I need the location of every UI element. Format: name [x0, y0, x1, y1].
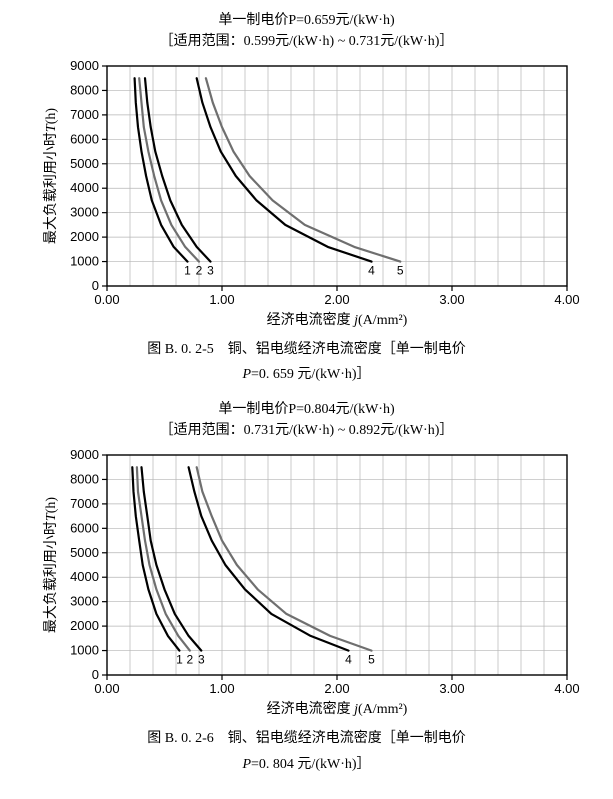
caption-line1: 图 B. 0. 2-5 铜、铝电缆经济电流密度［单一制电价	[5, 337, 608, 362]
y-tick-label: 0	[91, 667, 98, 682]
y-tick-label: 8000	[70, 472, 99, 487]
caption-line1: 图 B. 0. 2-6 铜、铝电缆经济电流密度［单一制电价	[5, 726, 608, 751]
chart-block: 单一制电价P=0.659元/(kW·h) ［适用范围：0.599元/(kW·h)…	[5, 10, 608, 387]
y-tick-label: 5000	[70, 545, 99, 560]
chart-caption: 图 B. 0. 2-5 铜、铝电缆经济电流密度［单一制电价 P=0. 659 元…	[5, 337, 608, 387]
y-axis-label: 最大负载利用小时T(h)	[43, 108, 59, 244]
y-tick-label: 8000	[70, 82, 99, 97]
chart-heading: 单一制电价P=0.659元/(kW·h) ［适用范围：0.599元/(kW·h)…	[5, 10, 608, 52]
caption-line2: P=0. 659 元/(kW·h)］	[5, 362, 608, 387]
x-tick-label: 0.00	[94, 681, 119, 696]
y-tick-label: 6000	[70, 131, 99, 146]
series-label-4: 4	[368, 263, 375, 277]
x-tick-label: 3.00	[439, 681, 464, 696]
chart-svg: 123 4 5 0.00 1.00 2.00 3.00 4.00 0 1000 2000 3000 40…	[27, 56, 587, 331]
x-tick-label: 2.00	[324, 681, 349, 696]
y-tick-label: 1000	[70, 643, 99, 658]
x-axis-label: 经济电流密度 j(A/mm²)	[266, 311, 407, 328]
chart-caption: 图 B. 0. 2-6 铜、铝电缆经济电流密度［单一制电价 P=0. 804 元…	[5, 726, 608, 776]
y-tick-label: 2000	[70, 618, 99, 633]
heading-line1: 单一制电价P=0.659元/(kW·h)	[5, 10, 608, 31]
x-tick-label: 3.00	[439, 292, 464, 307]
x-tick-label: 1.00	[209, 681, 234, 696]
y-tick-label: 2000	[70, 229, 99, 244]
y-tick-label: 9000	[70, 58, 99, 73]
chart-svg: 123 4 5 0.00 1.00 2.00 3.00 4.00 0 1000 2000 3000 40…	[27, 445, 587, 720]
y-tick-label: 5000	[70, 156, 99, 171]
x-axis-label: 经济电流密度 j(A/mm²)	[266, 700, 407, 717]
caption-line2: P=0. 804 元/(kW·h)］	[5, 752, 608, 777]
series-label-3: 3	[197, 653, 204, 667]
y-tick-label: 9000	[70, 447, 99, 462]
series-label-1: 1	[184, 263, 191, 277]
y-tick-label: 3000	[70, 205, 99, 220]
heading-line1: 单一制电价P=0.804元/(kW·h)	[5, 399, 608, 420]
series-label-5: 5	[368, 653, 375, 667]
y-tick-label: 7000	[70, 496, 99, 511]
chart-heading: 单一制电价P=0.804元/(kW·h) ［适用范围：0.731元/(kW·h)…	[5, 399, 608, 441]
y-tick-label: 3000	[70, 594, 99, 609]
y-tick-label: 4000	[70, 570, 99, 585]
series-label-3: 3	[207, 263, 214, 277]
x-tick-label: 1.00	[209, 292, 234, 307]
y-tick-label: 6000	[70, 521, 99, 536]
series-label-2: 2	[186, 653, 193, 667]
y-tick-label: 7000	[70, 107, 99, 122]
x-tick-label: 4.00	[554, 681, 579, 696]
y-tick-label: 4000	[70, 180, 99, 195]
x-tick-label: 0.00	[94, 292, 119, 307]
y-tick-label: 0	[91, 278, 98, 293]
heading-line2: ［适用范围：0.731元/(kW·h) ~ 0.892元/(kW·h)］	[5, 420, 608, 441]
chart-block: 单一制电价P=0.804元/(kW·h) ［适用范围：0.731元/(kW·h)…	[5, 399, 608, 776]
x-tick-label: 2.00	[324, 292, 349, 307]
y-axis-label: 最大负载利用小时T(h)	[43, 497, 59, 633]
charts-container: 单一制电价P=0.659元/(kW·h) ［适用范围：0.599元/(kW·h)…	[5, 10, 608, 777]
x-tick-label: 4.00	[554, 292, 579, 307]
series-label-4: 4	[345, 653, 352, 667]
series-label-1: 1	[176, 653, 183, 667]
series-label-5: 5	[396, 263, 403, 277]
series-label-2: 2	[195, 263, 202, 277]
y-tick-label: 1000	[70, 254, 99, 269]
heading-line2: ［适用范围：0.599元/(kW·h) ~ 0.731元/(kW·h)］	[5, 31, 608, 52]
